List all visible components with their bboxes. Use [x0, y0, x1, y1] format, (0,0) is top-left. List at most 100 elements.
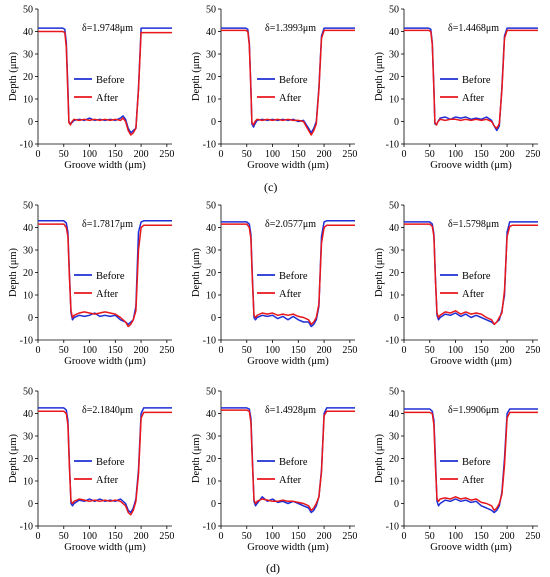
y-tick-label: -10	[20, 140, 33, 151]
x-tick-label: 150	[108, 345, 123, 356]
y-tick-label: -10	[20, 336, 33, 347]
x-tick-label: 250	[342, 345, 357, 356]
x-tick-label: 50	[59, 531, 69, 542]
y-tick-label: 40	[389, 409, 399, 420]
x-tick-label: 200	[500, 149, 515, 160]
y-tick-label: 30	[206, 432, 216, 443]
x-axis-title: Groove width (μm)	[247, 356, 329, 367]
x-tick-label: 100	[265, 531, 280, 542]
delta-annotation: δ=2.1840μm	[82, 405, 133, 416]
x-tick-label: 0	[219, 531, 224, 542]
x-tick-label: 150	[108, 531, 123, 542]
x-axis-title: Groove width (μm)	[430, 160, 512, 171]
y-tick-label: 30	[206, 246, 216, 257]
y-tick-label: 30	[389, 246, 399, 257]
y-tick-label: 10	[23, 95, 33, 106]
y-tick-label: 0	[211, 499, 216, 510]
legend-label-before: Before	[279, 457, 308, 468]
y-tick-label: -10	[203, 336, 216, 347]
y-tick-label: -10	[386, 522, 399, 533]
x-axis-title: Groove width (μm)	[247, 542, 329, 553]
x-tick-label: 100	[448, 531, 463, 542]
x-tick-label: 0	[402, 345, 407, 356]
x-tick-label: 200	[317, 345, 332, 356]
y-tick-label: 50	[206, 5, 216, 16]
x-tick-label: 100	[82, 345, 97, 356]
y-tick-label: 10	[23, 291, 33, 302]
y-tick-label: 40	[389, 27, 399, 38]
legend-label-after: After	[96, 93, 119, 104]
legend-label-before: Before	[279, 271, 308, 282]
series-line-after	[38, 30, 172, 136]
x-axis-title: Groove width (μm)	[430, 542, 512, 553]
y-tick-label: -10	[386, 140, 399, 151]
x-tick-label: 50	[425, 531, 435, 542]
x-tick-label: 0	[36, 345, 41, 356]
series-line-after	[221, 29, 355, 136]
y-tick-label: 10	[23, 477, 33, 488]
y-tick-label: 30	[23, 50, 33, 61]
delta-annotation: δ=1.5798μm	[448, 219, 499, 230]
delta-annotation: δ=1.4928μm	[265, 405, 316, 416]
y-tick-label: 50	[23, 387, 33, 398]
y-tick-label: 20	[23, 454, 33, 465]
y-tick-label: 0	[394, 117, 399, 128]
y-tick-label: 20	[389, 454, 399, 465]
x-tick-label: 50	[425, 345, 435, 356]
x-tick-label: 250	[525, 531, 540, 542]
y-tick-label: 50	[389, 201, 399, 212]
x-tick-label: 100	[82, 149, 97, 160]
legend-label-before: Before	[462, 457, 491, 468]
x-tick-label: 100	[265, 149, 280, 160]
y-axis-title: Depth (μm)	[8, 51, 19, 101]
x-tick-label: 150	[474, 345, 489, 356]
y-tick-label: 30	[389, 50, 399, 61]
y-tick-label: 20	[206, 454, 216, 465]
y-tick-label: 0	[28, 313, 33, 324]
series-line-after	[404, 223, 538, 326]
legend-label-after: After	[279, 93, 302, 104]
y-tick-label: 10	[206, 291, 216, 302]
y-tick-label: 30	[23, 246, 33, 257]
y-tick-label: 10	[389, 477, 399, 488]
x-tick-label: 150	[291, 345, 306, 356]
x-axis-title: Groove width (μm)	[64, 356, 146, 367]
y-tick-label: 50	[389, 5, 399, 16]
x-tick-label: 150	[474, 531, 489, 542]
x-tick-label: 0	[402, 149, 407, 160]
legend-label-after: After	[96, 475, 119, 486]
y-tick-label: 50	[206, 387, 216, 398]
delta-annotation: δ=1.9748μm	[82, 23, 133, 34]
legend-label-before: Before	[96, 75, 125, 86]
y-axis-title: Depth (μm)	[191, 51, 202, 101]
x-tick-label: 50	[59, 345, 69, 356]
legend-label-after: After	[279, 289, 302, 300]
series-line-after	[38, 223, 172, 328]
caption-d: (d)	[266, 561, 280, 575]
y-tick-label: 20	[206, 268, 216, 279]
y-axis-title: Depth (μm)	[374, 247, 385, 297]
y-tick-label: 20	[389, 268, 399, 279]
x-tick-label: 0	[36, 531, 41, 542]
y-axis-title: Depth (μm)	[191, 433, 202, 483]
x-tick-label: 50	[242, 149, 252, 160]
x-tick-label: 150	[474, 149, 489, 160]
y-axis-title: Depth (μm)	[374, 433, 385, 483]
legend-label-before: Before	[279, 75, 308, 86]
y-tick-label: -10	[386, 336, 399, 347]
x-tick-label: 50	[59, 149, 69, 160]
y-tick-label: 10	[389, 291, 399, 302]
delta-annotation: δ=1.4468μm	[448, 23, 499, 34]
x-axis-title: Groove width (μm)	[64, 160, 146, 171]
y-tick-label: 0	[211, 313, 216, 324]
x-tick-label: 250	[159, 531, 174, 542]
x-tick-label: 250	[342, 531, 357, 542]
x-tick-label: 100	[265, 345, 280, 356]
series-line-after	[404, 411, 538, 512]
